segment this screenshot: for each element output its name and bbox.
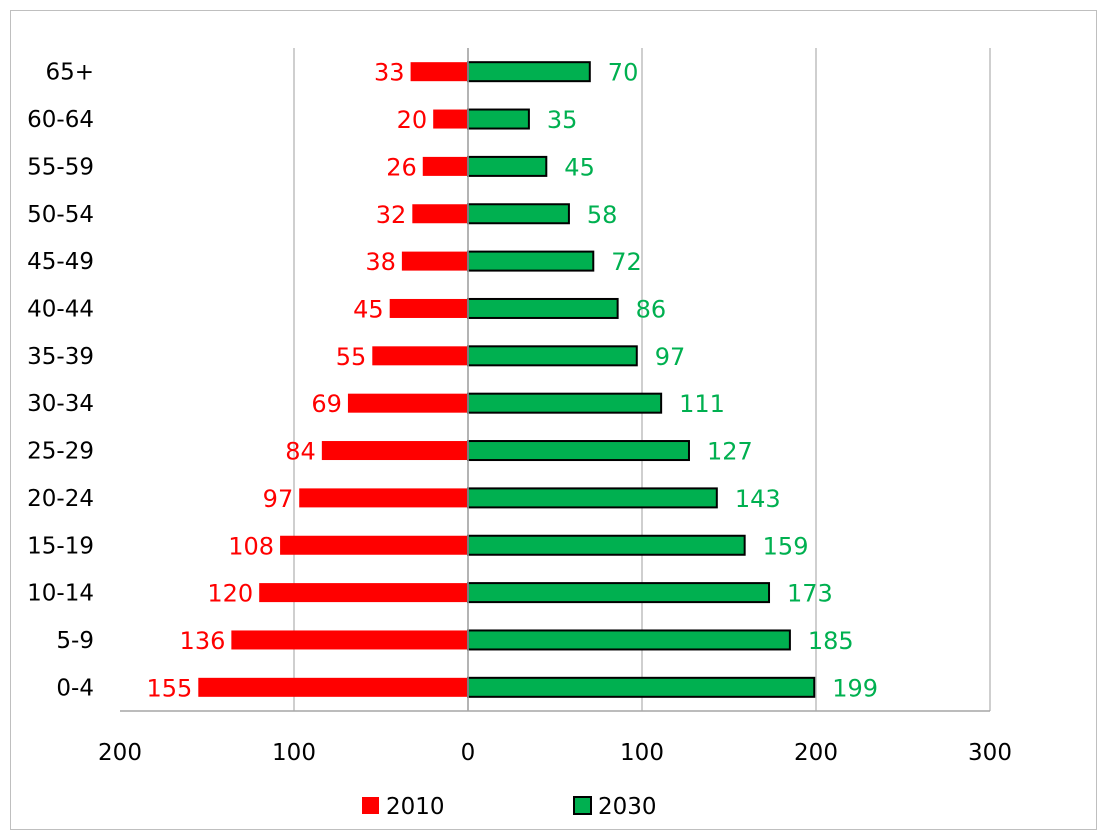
category-label-60-64: 60-64 — [27, 107, 94, 133]
data-label-2030-10-14: 173 — [787, 580, 833, 608]
x-tick-label-4: 200 — [794, 740, 838, 766]
data-label-2010-0-4: 155 — [146, 674, 192, 702]
data-label-2030-45-49: 72 — [611, 248, 642, 276]
data-label-2010-10-14: 120 — [207, 580, 253, 608]
x-tick-label-3: 100 — [620, 740, 664, 766]
legend-swatch-2030 — [573, 796, 592, 815]
bar-2030-60-64 — [467, 108, 530, 130]
bar-2010-45-49 — [401, 251, 468, 271]
bar-2010-30-34 — [347, 393, 468, 413]
category-label-15-19: 15-19 — [27, 533, 94, 559]
bar-2010-5-9 — [231, 630, 468, 650]
data-label-2010-5-9: 136 — [180, 627, 226, 655]
bar-2030-65+ — [467, 61, 591, 83]
x-tick-label-1: 100 — [272, 740, 316, 766]
data-label-2030-50-54: 58 — [587, 201, 618, 229]
category-label-35-39: 35-39 — [27, 344, 94, 370]
data-label-2010-25-29: 84 — [285, 438, 316, 466]
data-label-2030-0-4: 199 — [832, 674, 878, 702]
data-label-2030-35-39: 97 — [655, 343, 686, 371]
category-label-65+: 65+ — [45, 60, 94, 86]
bar-2030-45-49 — [467, 250, 595, 272]
x-tick-label-0: 200 — [98, 740, 142, 766]
bar-2030-40-44 — [467, 297, 619, 319]
data-label-2010-45-49: 38 — [365, 248, 396, 276]
bar-2030-50-54 — [467, 203, 570, 225]
chart-frame — [10, 10, 1097, 830]
category-label-25-29: 25-29 — [27, 439, 94, 465]
data-label-2030-40-44: 86 — [636, 295, 667, 323]
bar-2010-35-39 — [372, 346, 468, 366]
category-label-0-4: 0-4 — [56, 675, 94, 701]
bar-2010-65+ — [410, 62, 468, 82]
bar-2030-55-59 — [467, 155, 548, 177]
bar-2010-50-54 — [412, 204, 468, 224]
x-tick-label-5: 300 — [968, 740, 1012, 766]
category-label-10-14: 10-14 — [27, 581, 94, 607]
data-label-2010-35-39: 55 — [336, 343, 367, 371]
bar-layer — [198, 61, 816, 698]
data-label-2010-30-34: 69 — [311, 390, 342, 418]
x-tick-label-2: 0 — [461, 740, 476, 766]
legend-swatch-2010 — [362, 797, 379, 814]
category-label-55-59: 55-59 — [27, 154, 94, 180]
data-label-2010-55-59: 26 — [386, 153, 417, 181]
data-label-2030-15-19: 159 — [763, 532, 809, 560]
data-label-2030-25-29: 127 — [707, 438, 753, 466]
bar-2030-5-9 — [467, 629, 791, 651]
legend: 2010 2030 — [362, 794, 657, 820]
data-label-2030-60-64: 35 — [547, 106, 578, 134]
bar-2010-10-14 — [259, 583, 468, 603]
data-label-2030-55-59: 45 — [564, 153, 595, 181]
data-label-2010-60-64: 20 — [397, 106, 428, 134]
bar-2030-30-34 — [467, 392, 663, 414]
bar-2030-10-14 — [467, 582, 771, 604]
grid-layer — [293, 48, 991, 711]
data-label-2010-40-44: 45 — [353, 295, 384, 323]
bar-2010-25-29 — [321, 441, 468, 461]
data-label-2010-20-24: 97 — [263, 485, 294, 513]
bar-2010-0-4 — [198, 677, 469, 697]
category-label-20-24: 20-24 — [27, 486, 94, 512]
category-label-45-49: 45-49 — [27, 249, 94, 275]
legend-label-2030: 2030 — [598, 794, 657, 820]
bar-2030-35-39 — [467, 345, 638, 367]
bar-2030-0-4 — [467, 676, 816, 698]
data-label-2030-30-34: 111 — [679, 390, 725, 418]
category-label-50-54: 50-54 — [27, 202, 94, 228]
data-label-2010-65+: 33 — [374, 59, 405, 87]
bar-2030-20-24 — [467, 487, 718, 509]
data-label-2030-20-24: 143 — [735, 485, 781, 513]
data-label-2030-5-9: 185 — [808, 627, 854, 655]
bar-2010-60-64 — [433, 109, 468, 129]
data-label-2030-65+: 70 — [608, 59, 639, 87]
category-label-5-9: 5-9 — [56, 628, 94, 654]
bar-2010-55-59 — [422, 156, 468, 176]
legend-label-2010: 2010 — [386, 794, 445, 820]
bar-2010-15-19 — [280, 535, 468, 555]
bar-2030-15-19 — [467, 534, 746, 556]
data-label-2010-15-19: 108 — [228, 532, 274, 560]
bar-2030-25-29 — [467, 440, 690, 462]
bar-2010-20-24 — [299, 488, 468, 508]
category-label-40-44: 40-44 — [27, 296, 94, 322]
label-layer: 155 136 120 108 97 84 69 55 45 38 32 26 20 33 199 185 17… — [146, 59, 878, 703]
bar-2010-40-44 — [389, 298, 468, 318]
data-label-2010-50-54: 32 — [376, 201, 407, 229]
axis-layer: 0-4 5-9 10-14 15-19 20-24 25-29 30-34 35-39 40-4… — [27, 48, 1012, 766]
category-label-30-34: 30-34 — [27, 391, 94, 417]
